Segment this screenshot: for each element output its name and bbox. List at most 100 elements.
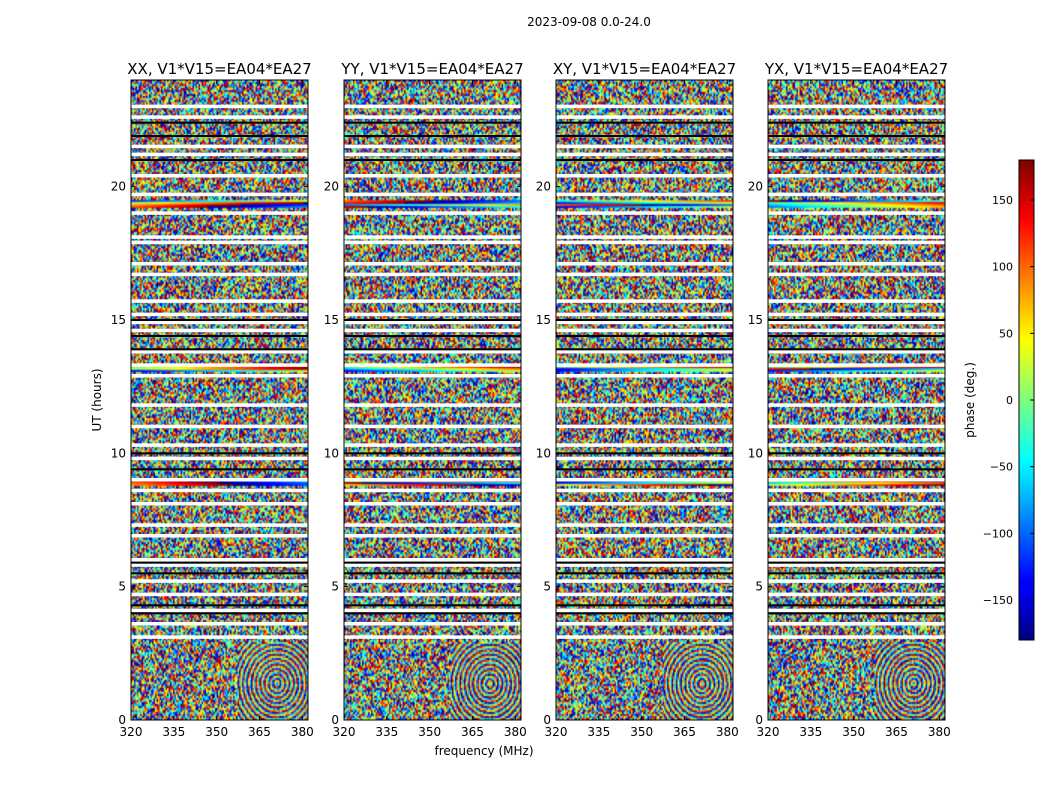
x-tick-label: 380 [716,725,739,739]
data-gap [768,299,945,303]
x-tick-label: 335 [375,725,398,739]
y-tick-label: 5 [118,580,126,594]
data-gap [131,403,308,407]
data-gap [131,240,308,245]
colorbar-tick-label: 0 [1006,394,1013,407]
data-gap [768,478,945,482]
y-tick-label: 5 [543,580,551,594]
y-tick-label: 10 [748,446,763,460]
data-gap [556,328,733,333]
flagged-row [768,452,945,455]
colorbar-tick-label: 50 [999,327,1013,340]
data-gap [131,502,308,506]
data-gap [131,211,308,215]
data-gap [768,558,945,562]
data-gap [344,152,521,157]
flagged-row [768,612,945,615]
data-gap [131,272,308,277]
data-gap [556,104,733,109]
flagged-row [768,319,945,321]
data-gap [556,272,733,277]
data-gap [344,272,521,277]
panel-0: XX, V1*V15=EA04*EA27 320 335 350 365 380 0 5 10 1… [111,60,314,739]
panel-title: YY, V1*V15=EA04*EA27 [340,60,523,78]
flagged-row [768,335,945,337]
data-gap [131,152,308,157]
x-tick-label: 320 [545,725,568,739]
flagged-row [768,572,945,575]
data-gap [768,240,945,245]
data-gap [768,350,945,354]
colorbar-label: phase (deg.) [963,362,977,438]
flagged-row [131,159,308,161]
data-gap [556,152,733,157]
panels: XX, V1*V15=EA04*EA27 320 335 350 365 380 0 5 10 1… [111,60,951,739]
data-gap [768,312,945,317]
y-tick-label: 0 [331,713,339,727]
flagged-row [131,319,308,321]
x-tick-label: 320 [120,725,143,739]
panel-frame [130,79,309,721]
data-gap [344,104,521,109]
data-gap [556,608,733,613]
flagged-row [344,572,521,575]
data-gap [131,374,308,378]
data-gap [768,502,945,506]
data-gap [344,622,521,626]
data-gap [344,312,521,317]
flagged-row [131,604,308,607]
data-gap [344,563,521,567]
flagged-row [556,468,733,471]
x-tick-label: 380 [928,725,951,739]
flagged-row [344,135,521,137]
data-gap [131,115,308,119]
flagged-row [556,452,733,455]
flagged-row [556,335,733,337]
data-gap [556,320,733,325]
x-tick-label: 320 [333,725,356,739]
x-tick-label: 350 [630,725,653,739]
y-tick-label: 10 [111,446,126,460]
data-gap [131,635,308,639]
data-gap [344,211,521,215]
data-gap [344,424,521,429]
x-tick-label: 320 [757,725,780,739]
y-tick-label: 5 [331,580,339,594]
data-gap [131,174,308,178]
flagged-row [344,348,521,351]
data-gap [556,424,733,429]
data-gap [768,456,945,461]
flagged-row [556,561,733,564]
data-gap [131,488,308,493]
x-axis-label: frequency (MHz) [434,744,533,758]
data-gap [768,104,945,109]
data-gap [344,488,521,493]
flagged-row [768,135,945,137]
data-gap [131,235,308,239]
flagged-row [131,561,308,564]
flagged-row [556,612,733,615]
data-gap [768,592,945,597]
data-gap [768,211,945,215]
data-gap [131,622,308,626]
data-gap [131,534,308,538]
data-gap [344,523,521,527]
data-gap [131,592,308,597]
data-gap [556,456,733,461]
data-gap [556,374,733,378]
data-gap [768,235,945,239]
data-gap [344,299,521,303]
data-gap [131,192,308,197]
data-gap [556,312,733,317]
data-gap [768,488,945,493]
data-gap [344,235,521,239]
data-gap [344,608,521,613]
flagged-row [556,121,733,124]
data-gap [131,312,308,317]
data-gap [344,478,521,482]
panel-frame [343,79,522,721]
data-gap [344,174,521,178]
data-gap [344,374,521,378]
data-gap [768,443,945,447]
